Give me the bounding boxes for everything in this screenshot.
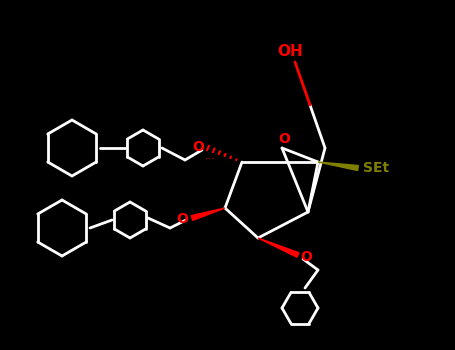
Text: O: O xyxy=(192,140,204,154)
Text: ...: ... xyxy=(205,151,215,161)
Text: O: O xyxy=(300,250,312,264)
Text: SEt: SEt xyxy=(363,161,389,175)
Text: OH: OH xyxy=(277,44,303,60)
Polygon shape xyxy=(191,208,225,220)
Polygon shape xyxy=(318,162,359,170)
Text: O: O xyxy=(278,132,290,146)
Polygon shape xyxy=(258,238,299,257)
Text: O: O xyxy=(176,212,188,226)
